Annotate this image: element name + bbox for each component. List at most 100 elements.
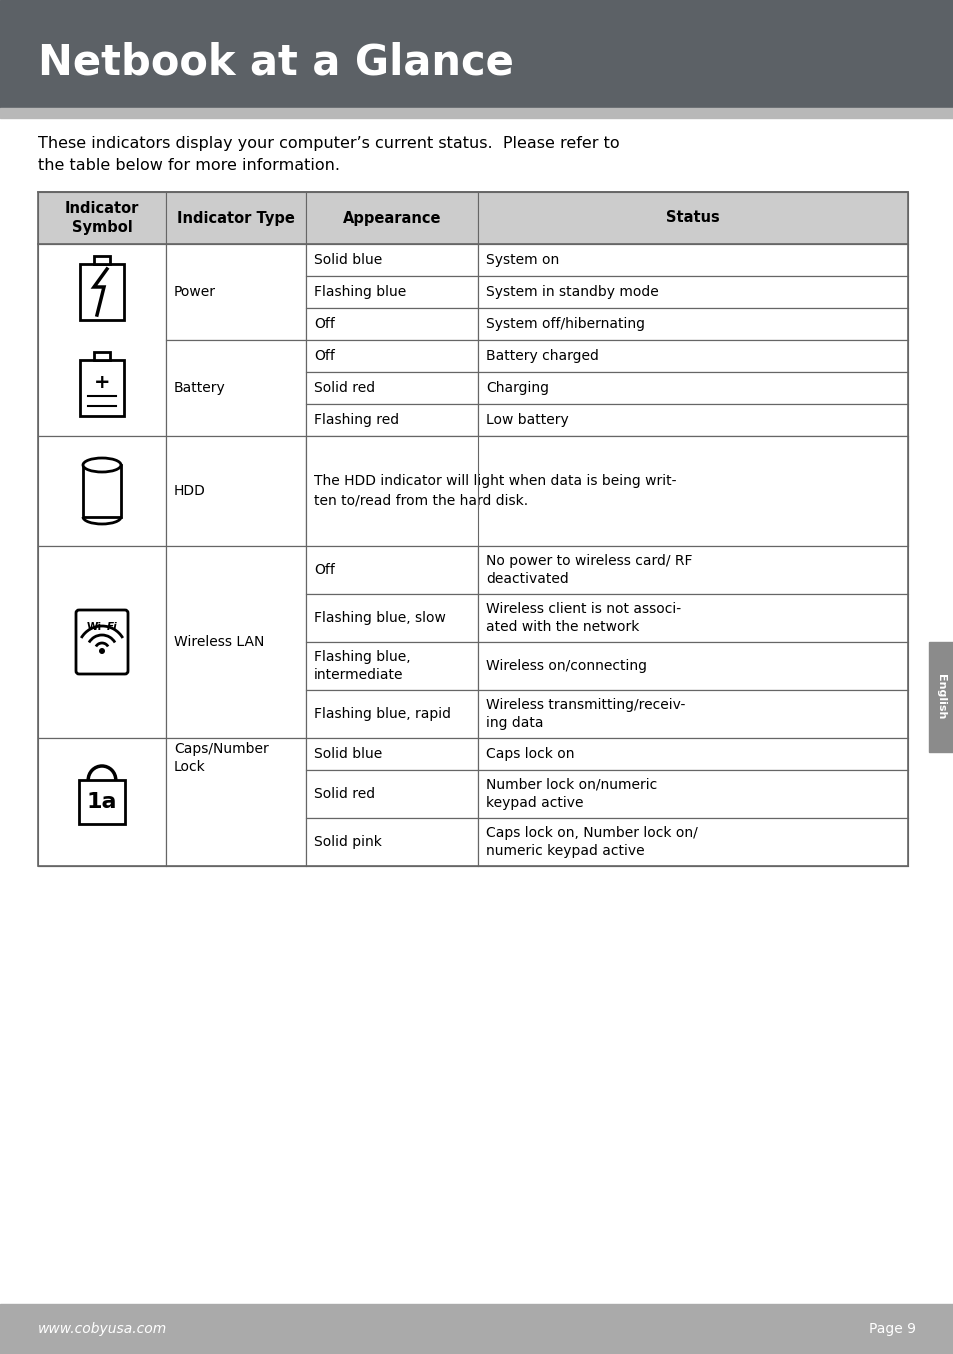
Text: the table below for more information.: the table below for more information. [38, 158, 339, 173]
Bar [38, 192, 907, 867]
Text: Netbook at a Glance: Netbook at a Glance [38, 42, 514, 84]
Bar [477, 770, 907, 818]
Bar [928, 642, 953, 751]
Bar [477, 307, 907, 340]
Bar [306, 403, 477, 436]
Text: These indicators display your computer’s current status.  Please refer to: These indicators display your computer’s… [38, 135, 619, 152]
Bar [0, 108, 953, 118]
Bar [306, 307, 477, 340]
Text: Wireless transmitting/receiv-
ing data: Wireless transmitting/receiv- ing data [485, 697, 684, 730]
Bar [0, 1304, 953, 1354]
Bar [306, 594, 477, 642]
Text: Wireless on/connecting: Wireless on/connecting [485, 659, 646, 673]
Bar [306, 372, 477, 403]
Text: No power to wireless card/ RF
deactivated: No power to wireless card/ RF deactivate… [485, 554, 692, 586]
Text: Caps/Number
Lock: Caps/Number Lock [173, 742, 269, 774]
Bar [306, 738, 477, 770]
Bar [83, 464, 121, 517]
Text: Wi: Wi [87, 621, 101, 632]
Text: Off: Off [314, 349, 335, 363]
Bar [306, 691, 477, 738]
Text: +: + [93, 372, 111, 391]
Bar [306, 818, 477, 867]
Bar [477, 192, 907, 244]
Text: Flashing blue,
intermediate: Flashing blue, intermediate [314, 650, 410, 682]
Bar [38, 244, 166, 436]
Bar [306, 276, 477, 307]
Text: System on: System on [485, 253, 558, 267]
Text: English: English [936, 674, 945, 720]
Bar [477, 546, 907, 594]
Text: Fi: Fi [107, 621, 117, 632]
Text: Off: Off [314, 317, 335, 330]
Bar [477, 738, 907, 770]
Bar [166, 244, 306, 340]
Text: Power: Power [173, 284, 215, 299]
Bar [477, 244, 907, 276]
Text: Caps lock on: Caps lock on [485, 747, 574, 761]
Bar [0, 0, 953, 108]
Text: Wireless client is not associ-
ated with the network: Wireless client is not associ- ated with… [485, 601, 680, 634]
Bar [166, 738, 306, 867]
Bar [80, 360, 124, 416]
Text: Solid red: Solid red [314, 787, 375, 802]
Text: Flashing blue, rapid: Flashing blue, rapid [314, 707, 451, 720]
Text: Charging: Charging [485, 380, 548, 395]
Text: The HDD indicator will light when data is being writ-
ten to/read from the hard : The HDD indicator will light when data i… [314, 474, 676, 508]
Text: System in standby mode: System in standby mode [485, 284, 659, 299]
Text: Indicator Type: Indicator Type [177, 210, 294, 226]
Bar [477, 691, 907, 738]
Bar [477, 372, 907, 403]
Bar [306, 244, 477, 276]
Bar [477, 818, 907, 867]
Bar [166, 436, 306, 546]
Bar [477, 642, 907, 691]
Text: Solid blue: Solid blue [314, 253, 382, 267]
Text: Status: Status [665, 210, 720, 226]
Text: Wireless LAN: Wireless LAN [173, 635, 264, 649]
Bar [38, 546, 166, 738]
Bar [306, 192, 477, 244]
Bar [306, 436, 477, 546]
Text: Number lock on/numeric
keypad active: Number lock on/numeric keypad active [485, 777, 657, 810]
Bar [38, 436, 166, 546]
Text: Solid pink: Solid pink [314, 835, 381, 849]
Bar [306, 770, 477, 818]
Bar [79, 780, 125, 825]
Bar [80, 264, 124, 320]
Text: Page 9: Page 9 [868, 1322, 915, 1336]
Text: Off: Off [314, 563, 335, 577]
Bar [38, 192, 166, 244]
Bar [93, 352, 111, 360]
Text: Low battery: Low battery [485, 413, 568, 427]
Bar [166, 340, 306, 436]
Text: Flashing blue: Flashing blue [314, 284, 406, 299]
Text: www.cobyusa.com: www.cobyusa.com [38, 1322, 167, 1336]
Bar [477, 276, 907, 307]
Text: Flashing blue, slow: Flashing blue, slow [314, 611, 445, 626]
Bar [477, 403, 907, 436]
Text: Flashing red: Flashing red [314, 413, 398, 427]
Bar [306, 546, 477, 594]
Bar [166, 546, 306, 738]
FancyBboxPatch shape [76, 611, 128, 674]
Text: System off/hibernating: System off/hibernating [485, 317, 644, 330]
Text: Appearance: Appearance [342, 210, 441, 226]
Bar [38, 738, 166, 867]
Text: Battery: Battery [173, 380, 226, 395]
Bar [477, 340, 907, 372]
Circle shape [99, 649, 105, 654]
Bar [93, 256, 111, 264]
Bar [477, 436, 907, 546]
Text: Caps lock on, Number lock on/
numeric keypad active: Caps lock on, Number lock on/ numeric ke… [485, 826, 697, 858]
Ellipse shape [83, 458, 121, 473]
Bar [306, 340, 477, 372]
Text: HDD: HDD [173, 483, 206, 498]
Bar [477, 594, 907, 642]
Text: Indicator
Symbol: Indicator Symbol [65, 202, 139, 234]
Text: Solid red: Solid red [314, 380, 375, 395]
Bar [166, 192, 306, 244]
Text: Battery charged: Battery charged [485, 349, 598, 363]
Bar [306, 642, 477, 691]
Text: 1a: 1a [87, 792, 117, 812]
